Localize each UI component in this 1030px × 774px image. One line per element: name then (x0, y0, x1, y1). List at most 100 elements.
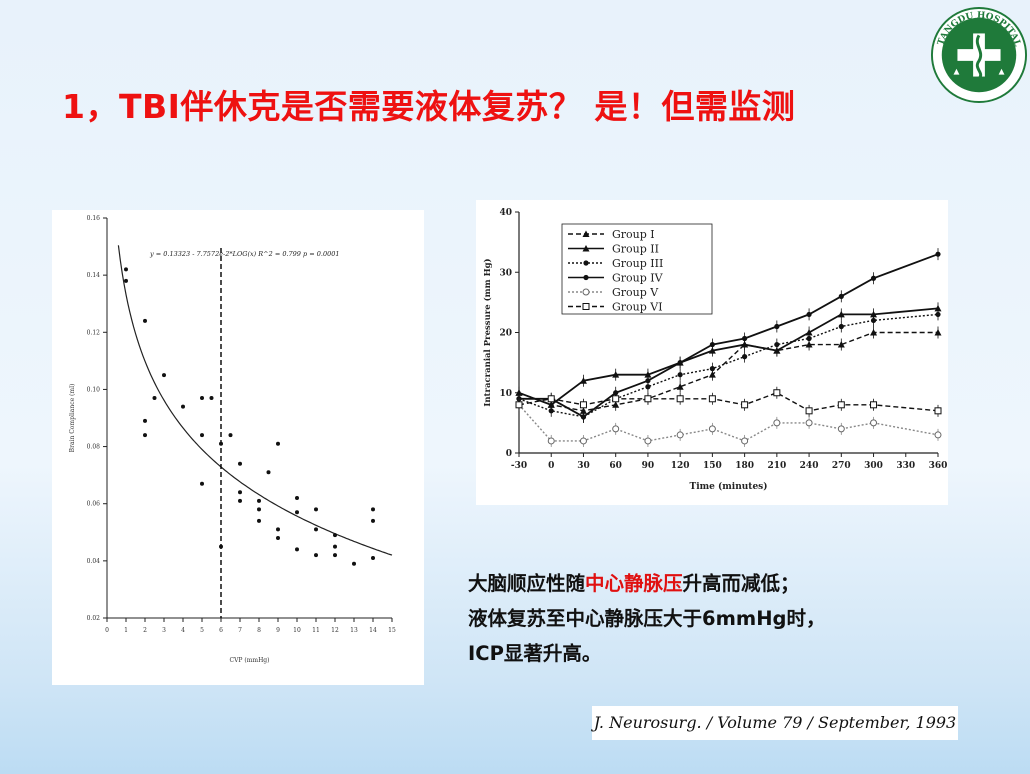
series-marker (582, 245, 590, 252)
x-tick-label: 90 (642, 461, 655, 471)
caption-line-1-pre: 大脑顺应性随 (468, 572, 586, 595)
series-line-2 (518, 307, 939, 406)
series-marker (579, 437, 587, 445)
series-marker (708, 425, 716, 433)
x-tick-label: -30 (511, 461, 527, 471)
y-tick-label: 30 (499, 268, 512, 278)
data-point (295, 510, 299, 515)
data-point (143, 433, 147, 438)
data-point (219, 544, 223, 549)
y-tick-label: 0.04 (87, 558, 101, 565)
data-point (124, 267, 128, 272)
series-marker (870, 419, 878, 427)
x-tick-label: 7 (238, 627, 242, 634)
icp-line-chart: -30 0 30 60 90 120 150 180 210 240 270 300 330 360 0 10… (476, 200, 948, 505)
series-marker (837, 401, 845, 409)
x-tick-label: 60 (609, 461, 622, 471)
legend-label: Group V (612, 286, 659, 299)
x-tick-label: 240 (800, 461, 819, 471)
series-marker (741, 437, 749, 445)
data-point (238, 461, 242, 466)
series-marker (870, 310, 878, 318)
citation: J. Neurosurg. / Volume 79 / September, 1… (592, 706, 958, 740)
series-marker (709, 366, 715, 372)
series-marker (838, 293, 844, 299)
series-marker (582, 288, 590, 296)
data-point (124, 278, 128, 283)
data-point (143, 418, 147, 423)
series-marker (806, 335, 812, 342)
series-marker (773, 389, 781, 397)
y-tick-label: 0 (506, 449, 512, 459)
x-tick-label: 13 (350, 627, 358, 634)
data-point (276, 441, 280, 446)
y-tick-label: 0.02 (87, 615, 101, 622)
series-line-1 (518, 331, 938, 412)
series-marker (774, 341, 780, 348)
data-point (181, 404, 185, 409)
data-point (257, 498, 261, 503)
x-tick-label: 0 (105, 627, 109, 634)
series-marker (934, 304, 942, 312)
series-marker (805, 329, 813, 336)
series-marker (934, 329, 942, 336)
data-point (352, 561, 356, 566)
data-point (371, 518, 375, 523)
series-marker (644, 371, 652, 378)
data-point (314, 507, 318, 512)
data-point (209, 396, 214, 400)
series-marker (613, 390, 619, 396)
data-point (314, 553, 318, 558)
data-point (200, 433, 204, 438)
y-axis-label: Brain Compliance (ml) (69, 384, 76, 453)
data-point (228, 433, 233, 438)
caption-line-3: ICP显著升高。 (468, 642, 602, 665)
data-point (371, 507, 375, 512)
y-tick-label: 0.14 (87, 272, 101, 279)
series-marker (837, 310, 845, 318)
x-axis-label: Time (minutes) (690, 481, 768, 492)
compliance-scatter-chart: 0 1 2 3 4 5 6 7 8 9 10 11 12 13 14 15 0.02 0.04 0.06 0.08 0.… (52, 210, 424, 685)
data-point (257, 507, 261, 512)
series-marker (741, 401, 749, 409)
series-marker (806, 311, 812, 318)
x-tick-label: 14 (369, 627, 377, 634)
caption-text: 大脑顺应性随中心静脉压升高而减低； 液体复苏至中心静脉压大于6mmHg时， IC… (468, 566, 988, 671)
series-marker (644, 437, 652, 445)
x-tick-label: 3 (162, 627, 166, 634)
y-tick-label: 40 (499, 208, 512, 218)
series-marker (934, 431, 942, 439)
y-tick-label: 0.12 (87, 329, 101, 336)
data-point (200, 481, 204, 486)
x-tick-label: 0 (548, 461, 554, 471)
data-point (314, 527, 318, 532)
x-tick-label: 5 (200, 627, 204, 634)
series-marker (677, 360, 683, 366)
data-point (295, 496, 299, 500)
series-marker (583, 274, 589, 281)
data-point (143, 318, 147, 323)
x-tick-label: 180 (735, 461, 754, 471)
x-tick-label: 11 (312, 627, 320, 634)
x-tick-label: 8 (257, 627, 261, 634)
series-marker (676, 395, 684, 403)
x-tick-label: 360 (929, 461, 948, 471)
series-marker (708, 395, 716, 403)
series-marker (837, 341, 845, 348)
series-marker (579, 377, 587, 384)
series-marker (548, 408, 554, 414)
fit-equation: y = 0.13323 - 7.7572e-2*LOG(x) R^2 = 0.7… (149, 250, 339, 258)
x-axis-label: CVP (mmHg) (229, 657, 269, 664)
series-marker (579, 401, 587, 409)
x-tick-label: 300 (864, 461, 883, 471)
series-marker (773, 419, 781, 427)
data-point (333, 533, 337, 538)
series-marker (934, 407, 942, 415)
x-tick-label: 330 (896, 461, 915, 471)
x-tick-label: 2 (143, 627, 147, 634)
data-point (276, 536, 280, 540)
series-marker (837, 425, 845, 433)
series-marker (583, 260, 589, 266)
series-marker (612, 425, 620, 433)
series-marker (677, 372, 683, 378)
